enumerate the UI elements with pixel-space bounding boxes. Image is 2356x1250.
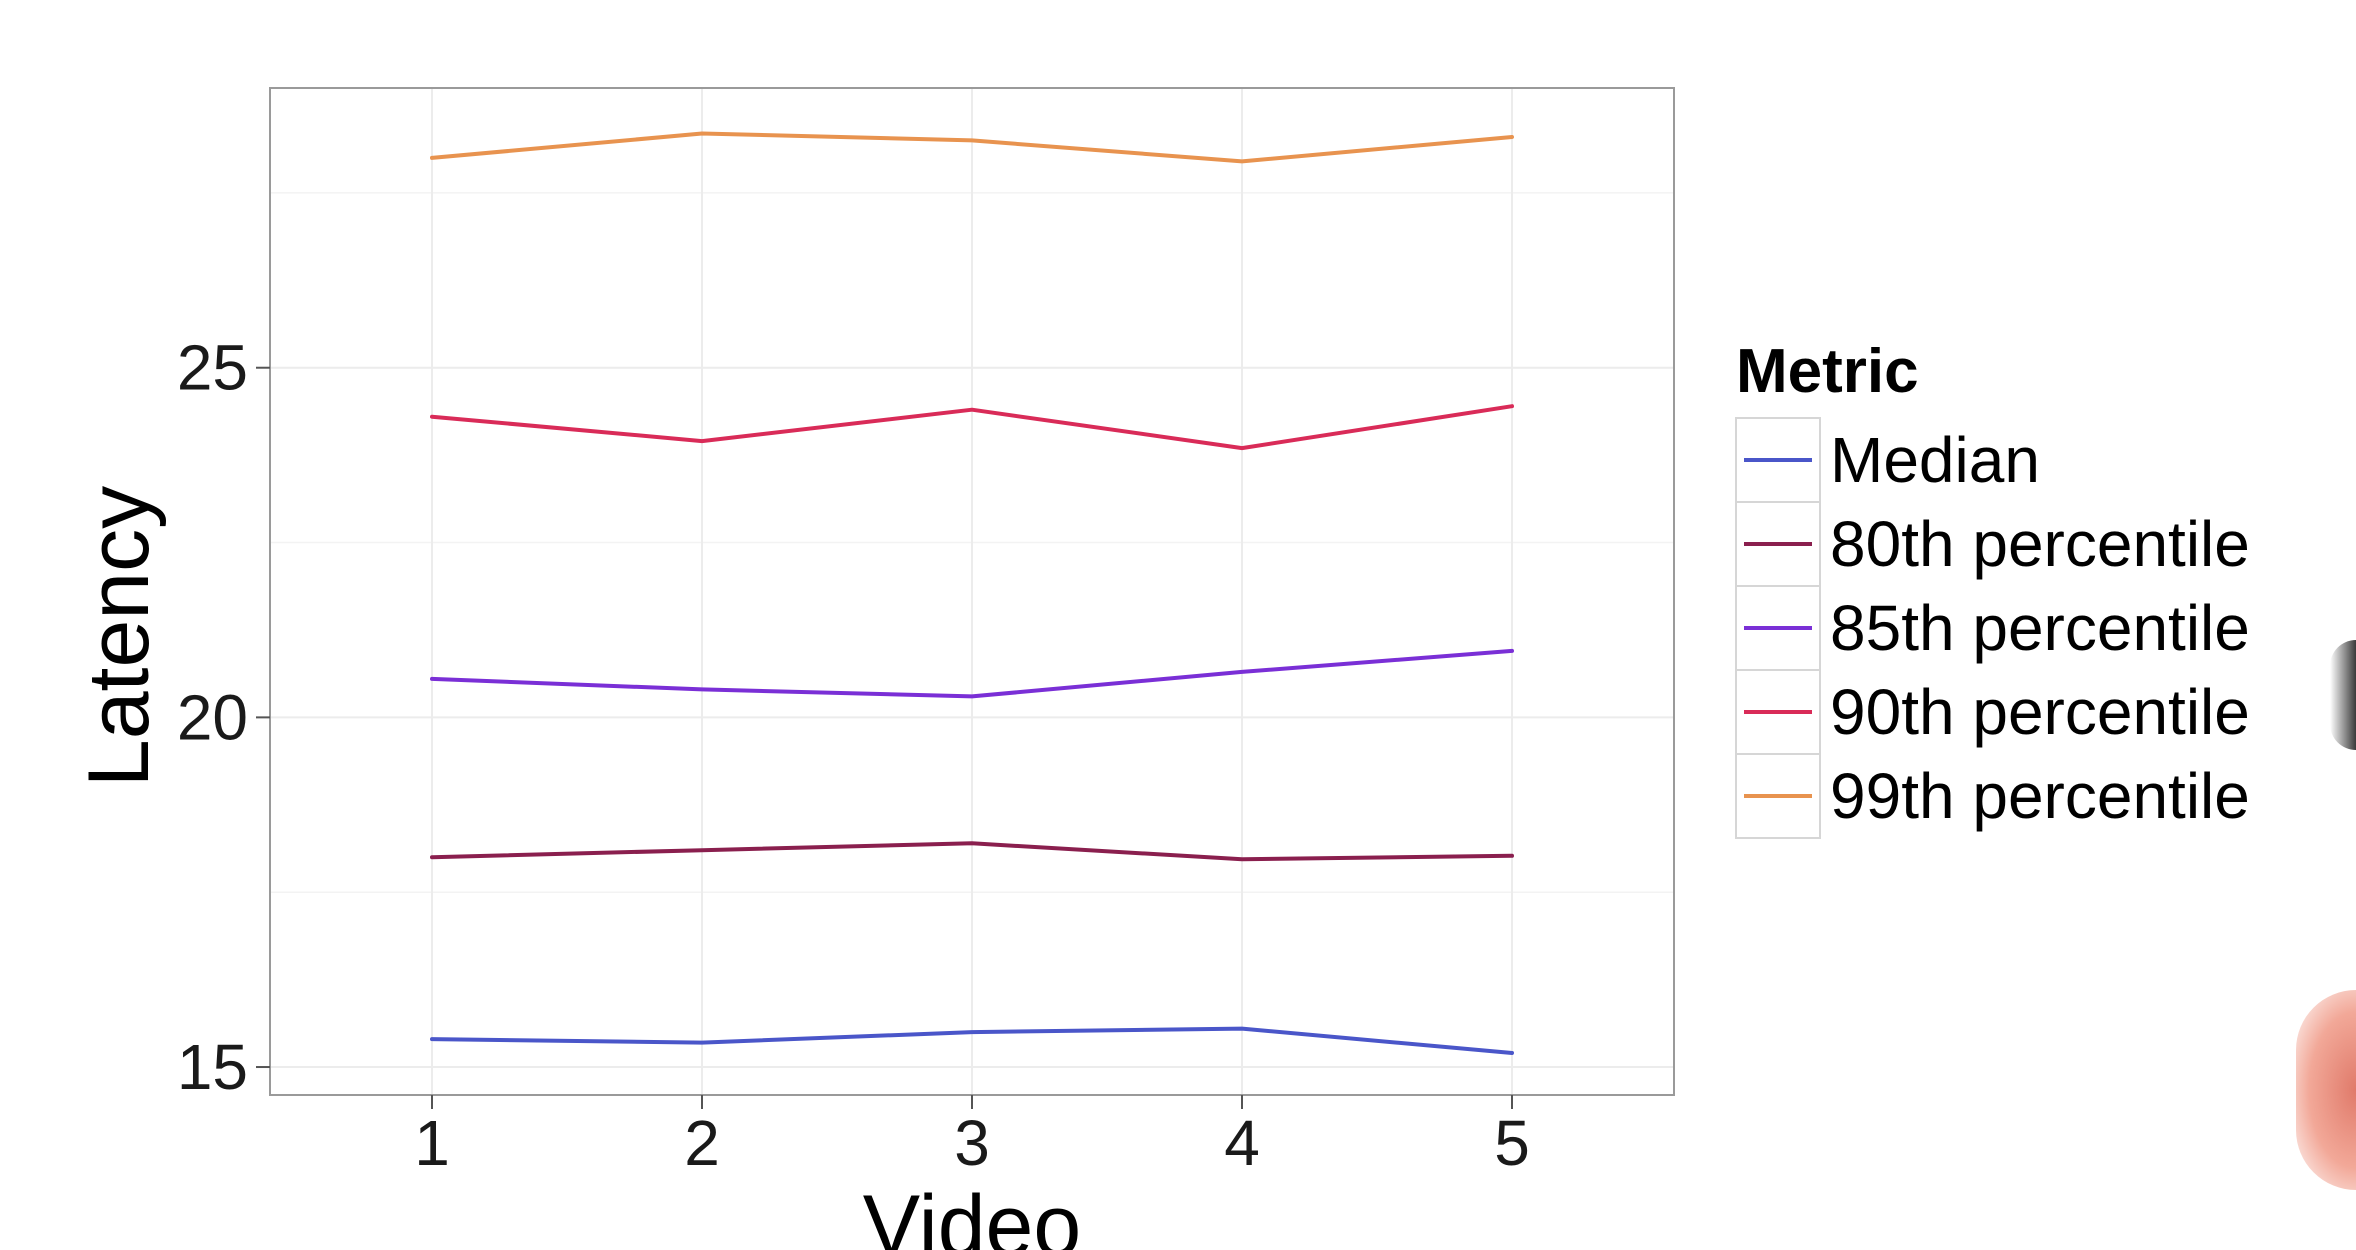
y-tick-label: 25 [177,332,248,404]
legend-items: Median 80th percentile 85th percentile 90th… [1735,417,2250,839]
edge-object [2296,990,2356,1190]
x-tick-label: 2 [684,1107,720,1179]
edge-object [2330,640,2356,750]
x-tick-label: 4 [1224,1107,1260,1179]
grid-lines [270,88,1674,1095]
legend-title: Metric [1736,337,1919,406]
y-tick-label: 15 [177,1031,248,1103]
x-tick-label: 5 [1494,1107,1530,1179]
y-axis: 15 20 25 [177,332,270,1103]
legend-label-90th-percentile: 90th percentile [1830,676,2250,748]
series-lines [430,131,1514,1055]
y-axis-title: Latency [71,486,167,787]
legend-label-80th-percentile: 80th percentile [1830,508,2250,580]
x-tick-label: 1 [414,1107,450,1179]
plot-area [269,87,1675,1096]
legend: Metric Median 80th percentile 85th percent… [1735,337,2250,839]
series-line-90th-percentile [430,404,1514,451]
legend-label-99th-percentile: 99th percentile [1830,760,2250,832]
x-tick-label: 3 [954,1107,990,1179]
legend-label-median: Median [1830,424,2040,496]
x-axis: 1 2 3 4 5 [414,1095,1530,1179]
series-line-85th-percentile [430,648,1514,699]
y-tick-label: 20 [177,681,248,753]
series-line-80th-percentile [430,841,1514,862]
series-line-99th-percentile [430,131,1514,164]
series-line-median [430,1026,1514,1055]
x-axis-title: Video [863,1178,1081,1250]
legend-label-85th-percentile: 85th percentile [1830,592,2250,664]
